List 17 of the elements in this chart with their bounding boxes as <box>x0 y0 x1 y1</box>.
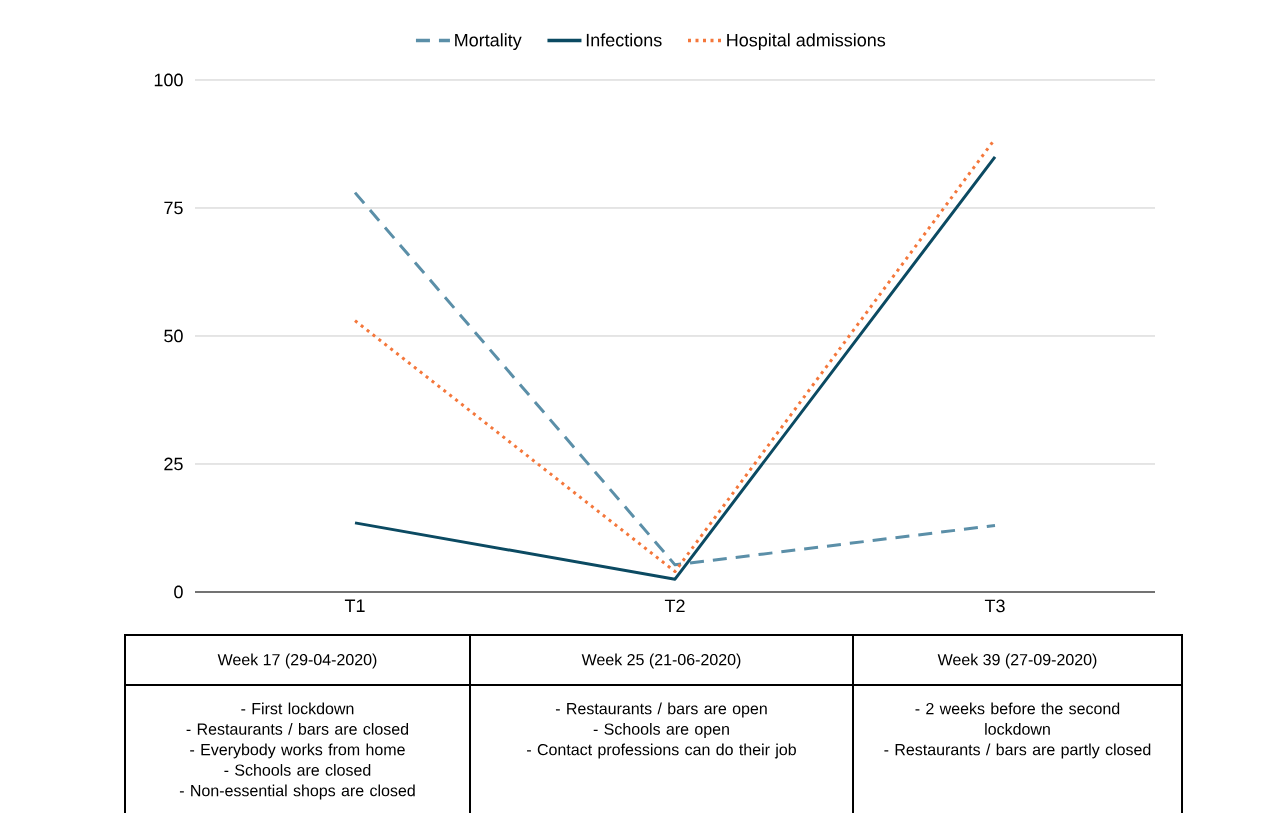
text: Week 25 (21-06-2020) <box>581 653 741 669</box>
text: - Restaurants / bars are open - Schools are open - Contact professions can do their job <box>527 702 796 759</box>
y-tick-label: 100 <box>154 73 183 87</box>
text: - 2 weeks before the second lockdown - Restaurants / bars are partly closed <box>884 702 1151 759</box>
y-tick-label: 25 <box>164 457 183 471</box>
text: - First lockdown - Restaurants / bars are closed - Everybody works from home - Schools are closed - Non-essential shops are closed <box>179 702 415 800</box>
y-tick-label: 0 <box>174 585 183 599</box>
legend-label: Hospital admissions <box>727 33 886 51</box>
legend-label: Mortality <box>455 33 522 51</box>
x-tick-label: T1 <box>344 599 365 612</box>
text: Week 17 (29-04-2020) <box>217 653 377 669</box>
legend-label: Infections <box>586 33 662 47</box>
y-tick-label: 75 <box>164 201 183 215</box>
text: Week 39 (27-09-2020) <box>937 653 1097 669</box>
y-tick-label: 50 <box>164 329 183 343</box>
x-tick-label: T2 <box>664 599 685 613</box>
x-tick-label: T3 <box>984 599 1005 613</box>
